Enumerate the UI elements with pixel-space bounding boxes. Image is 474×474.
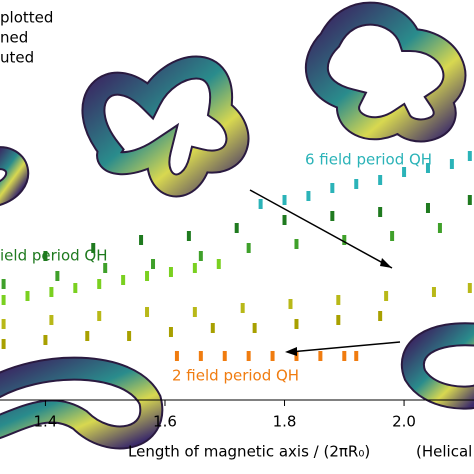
x-tick-label: 1.6 (153, 413, 177, 431)
point (55, 271, 60, 281)
point (449, 159, 454, 169)
point (1, 295, 6, 305)
point (390, 231, 395, 241)
point (402, 167, 407, 177)
point (145, 271, 150, 281)
point (216, 259, 221, 269)
point (378, 207, 383, 217)
point (145, 307, 150, 317)
point (282, 195, 287, 205)
point (336, 315, 341, 325)
point (252, 323, 257, 333)
point (85, 331, 90, 341)
point (467, 195, 472, 205)
arrow (289, 341, 401, 353)
point (73, 283, 78, 293)
legend-text: plotted (0, 9, 53, 27)
point (25, 291, 30, 301)
point (198, 351, 203, 361)
point (425, 203, 430, 213)
point (91, 243, 96, 253)
point (168, 267, 173, 277)
point (127, 331, 132, 341)
point (121, 275, 126, 285)
point (97, 311, 102, 321)
x-tick-label: 1.8 (273, 413, 297, 431)
point (97, 279, 102, 289)
legend-text: ned (0, 29, 28, 47)
point (425, 163, 430, 173)
arrow (249, 189, 393, 269)
annotation: 6 field period QH (305, 151, 432, 169)
point (43, 251, 48, 261)
point (342, 351, 347, 361)
point (384, 291, 389, 301)
point (192, 307, 197, 317)
point (282, 215, 287, 225)
point (294, 239, 299, 249)
point (318, 351, 323, 361)
point (336, 295, 341, 305)
point (342, 235, 347, 245)
point (1, 319, 6, 329)
point (168, 327, 173, 337)
arrow-head (285, 347, 297, 356)
x-axis-label-extra: (Helical (416, 443, 472, 461)
point (246, 243, 251, 253)
point (288, 299, 293, 309)
point (378, 311, 383, 321)
point (49, 315, 54, 325)
point (186, 231, 191, 241)
point (437, 223, 442, 233)
arrow-head (380, 258, 392, 268)
x-tick-label: 1.4 (33, 413, 57, 431)
point (294, 351, 299, 361)
point (467, 283, 472, 293)
annotation: ield period QH (0, 247, 108, 265)
stellarator-renders (0, 1, 474, 450)
point (139, 235, 144, 245)
point (192, 263, 197, 273)
point (49, 287, 54, 297)
point (354, 351, 359, 361)
point (103, 263, 108, 273)
point (270, 351, 275, 361)
point (330, 211, 335, 221)
point (467, 151, 472, 161)
point (1, 279, 6, 289)
point (246, 351, 251, 361)
point (354, 179, 359, 189)
point (294, 319, 299, 329)
point (43, 335, 48, 345)
point (174, 351, 179, 361)
annotation: 2 field period QH (172, 367, 299, 385)
point (234, 223, 239, 233)
x-tick-label: 2.0 (392, 413, 416, 431)
point (198, 251, 203, 261)
point (151, 259, 156, 269)
point (210, 323, 215, 333)
point (306, 191, 311, 201)
point (1, 339, 6, 349)
point (431, 287, 436, 297)
point (222, 351, 227, 361)
point (240, 303, 245, 313)
point (258, 199, 263, 209)
point (330, 183, 335, 193)
legend-text: uted (0, 49, 34, 67)
point (378, 175, 383, 185)
x-axis-label: Length of magnetic axis / (2πR₀) (128, 443, 370, 461)
